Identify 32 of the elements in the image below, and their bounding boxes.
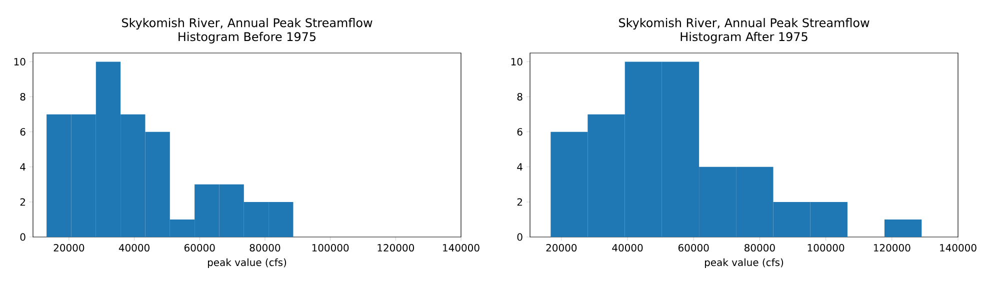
x-tick-label: 100000 [808,244,844,252]
x-tick-label: 60000 [678,244,709,252]
x-tick-label: 120000 [378,244,414,252]
chart-subtitle: Histogram After 1975 [680,32,808,44]
y-tick-label: 4 [517,163,522,171]
y-tick-label: 4 [20,163,26,171]
y-tick-label: 2 [20,198,25,206]
y-tick-label: 6 [517,128,522,136]
x-tick-label: 20000 [54,244,84,252]
x-axis-title: peak value (cfs) [705,258,784,268]
x-tick-label: 80000 [250,244,280,252]
x-tick-label: 60000 [184,244,215,252]
y-tick-label: 0 [517,233,522,241]
x-tick-label: 20000 [546,244,577,252]
chart-title: Skykomish River, Annual Peak Streamflow [619,18,870,30]
y-tick-label: 10 [14,58,26,66]
y-tick-label: 10 [511,58,522,66]
x-axis-title: peak value (cfs) [208,258,286,268]
y-tick-label: 8 [517,93,522,101]
x-tick-label: 40000 [612,244,643,252]
y-tick-label: 8 [20,93,26,101]
x-tick-label: 140000 [443,244,480,252]
chart-subtitle: Histogram Before 1975 [178,32,316,44]
y-tick-label: 6 [20,128,26,136]
x-tick-label: 100000 [312,244,349,252]
x-tick-label: 40000 [118,244,150,252]
y-tick-label: 0 [20,233,26,241]
chart-title: Skykomish River, Annual Peak Streamflow [122,18,372,30]
x-tick-label: 80000 [744,244,775,252]
x-tick-label: 140000 [940,244,976,252]
x-tick-label: 120000 [874,244,910,252]
y-tick-label: 2 [517,198,522,206]
